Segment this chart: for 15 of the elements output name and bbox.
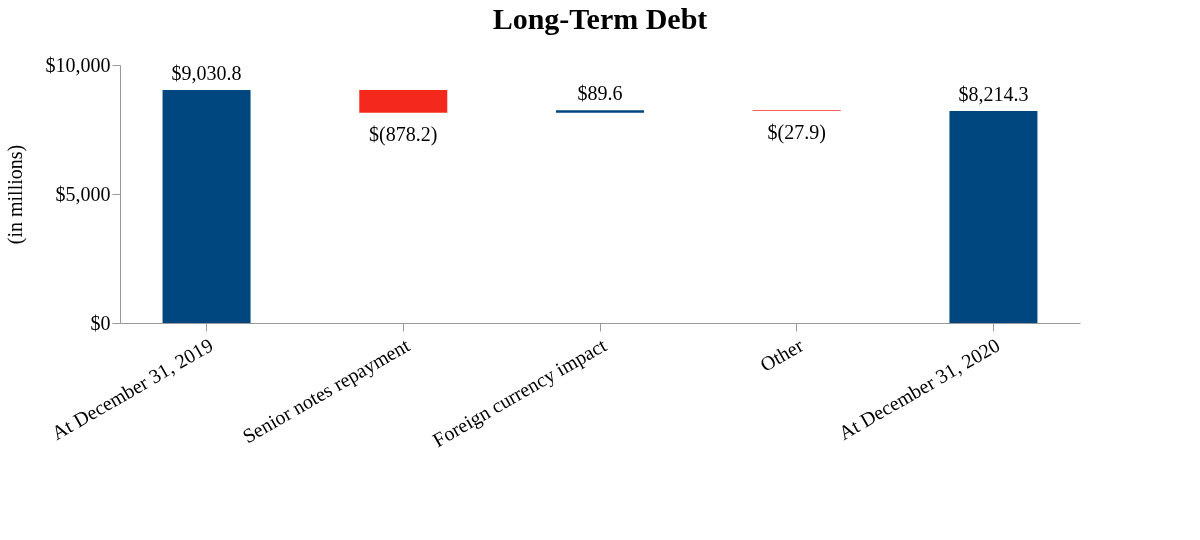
y-tick-label: $5,000 — [55, 182, 111, 205]
bar — [359, 90, 448, 113]
y-axis-title: (in millions) — [3, 144, 27, 245]
data-label: $(878.2) — [369, 122, 438, 146]
data-label: $(27.9) — [767, 121, 826, 145]
y-tick-label: $0 — [90, 311, 111, 334]
x-tick-label: Other — [756, 333, 808, 376]
data-label: $8,214.3 — [958, 83, 1029, 106]
bar — [556, 110, 644, 113]
bar — [162, 90, 251, 323]
bar — [949, 111, 1038, 323]
y-tick-label: $10,000 — [45, 53, 111, 76]
chart-title: Long-Term Debt — [492, 2, 708, 35]
data-label: $9,030.8 — [171, 62, 242, 85]
data-label: $89.6 — [577, 82, 623, 105]
